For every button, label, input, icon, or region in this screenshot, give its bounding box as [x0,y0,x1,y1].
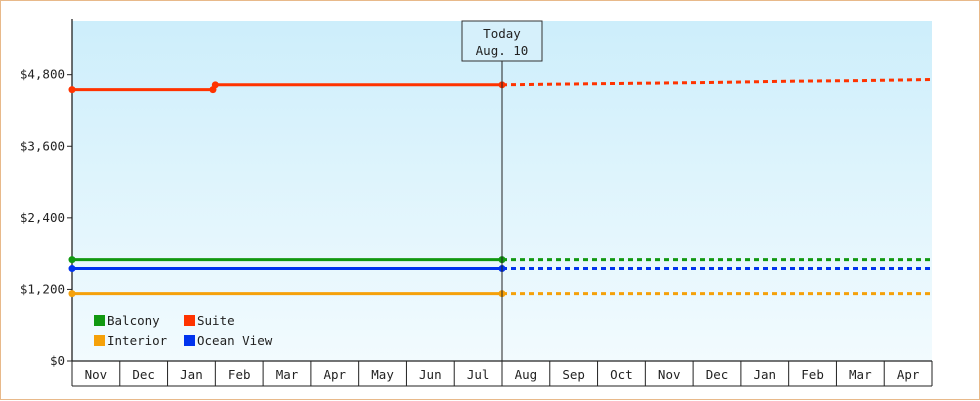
x-axis: Nov Dec Jan Feb Mar Apr May Jun Jul Aug Sep Oct Nov D… [71,360,933,387]
x-month-label: Jun [419,367,442,382]
legend-swatch [184,335,195,346]
x-month-label: Jul [467,367,490,382]
x-month-label: Feb [228,367,251,382]
x-month-label: Mar [276,367,299,382]
legend-swatch [94,315,105,326]
x-month-label: Sep [562,367,585,382]
y-tick-label: $3,600 [20,138,65,153]
x-month-label: Nov [85,367,108,382]
y-tick-label: $0 [50,353,65,368]
x-month-label: Oct [610,367,633,382]
today-label: Today [483,26,521,41]
y-axis: $0 $1,200 $2,400 $3,600 $4,800 [20,19,73,368]
x-month-label: Dec [706,367,729,382]
legend-label: Ocean View [197,333,273,348]
legend-label: Balcony [107,313,160,328]
legend-label: Suite [197,313,235,328]
legend-label: Interior [107,333,168,348]
x-month-label: Apr [897,367,920,382]
x-month-label: Nov [658,367,681,382]
x-month-label: Jan [180,367,203,382]
legend-swatch [94,335,105,346]
y-tick-label: $4,800 [20,67,65,82]
legend: Balcony Suite Interior Ocean View [94,313,273,348]
today-marker: Today Aug. 10 [461,20,543,361]
x-month-label: Dec [132,367,155,382]
y-tick-label: $2,400 [20,210,65,225]
legend-swatch [184,315,195,326]
series-point [68,265,76,273]
x-month-label: Jan [753,367,776,382]
y-tick-label: $1,200 [20,281,65,296]
series-point [211,81,219,89]
series-point [68,86,76,94]
today-date: Aug. 10 [476,43,529,58]
series-point [68,290,76,298]
series-point [68,256,76,264]
x-month-label: Mar [849,367,872,382]
series-lines [68,78,933,298]
series-line-projected [501,78,933,87]
today-callout-box [461,20,543,62]
x-month-label: Feb [801,367,824,382]
x-month-label: Aug [515,367,538,382]
x-month-label: Apr [323,367,346,382]
x-month-label: May [371,367,394,382]
